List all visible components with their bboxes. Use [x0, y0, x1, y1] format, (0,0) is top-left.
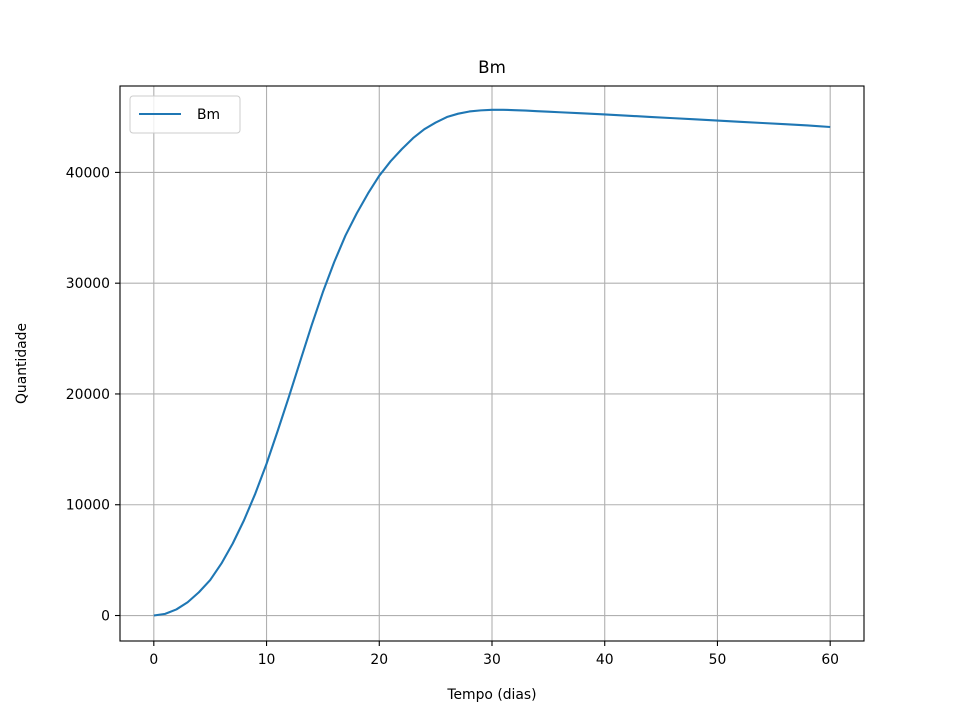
- chart-title: Bm: [478, 57, 506, 77]
- y-axis-label: Quantidade: [14, 323, 30, 404]
- y-tick-label: 10000: [66, 498, 110, 514]
- y-tick-label: 0: [101, 609, 110, 625]
- x-tick-label: 50: [709, 652, 727, 668]
- x-axis-ticks: 0 10 20 30 40 50 60: [149, 641, 839, 668]
- x-tick-label: 0: [149, 652, 158, 668]
- y-tick-label: 20000: [66, 387, 110, 403]
- grid: [120, 86, 864, 641]
- series-layer: [153, 108, 831, 617]
- x-tick-label: 20: [370, 652, 388, 668]
- x-tick-label: 30: [483, 652, 501, 668]
- y-axis-ticks: 0 10000 20000 30000 40000: [66, 165, 120, 625]
- x-tick-label: 10: [258, 652, 276, 668]
- x-tick-label: 60: [821, 652, 839, 668]
- legend: Bm: [129, 95, 241, 134]
- legend-label: Bm: [197, 107, 220, 123]
- y-tick-label: 30000: [66, 276, 110, 292]
- y-tick-label: 40000: [66, 165, 110, 181]
- series-line-bm: [153, 108, 831, 617]
- x-tick-label: 40: [596, 652, 614, 668]
- legend-box: [129, 95, 241, 134]
- x-axis-label: Tempo (dias): [446, 687, 536, 703]
